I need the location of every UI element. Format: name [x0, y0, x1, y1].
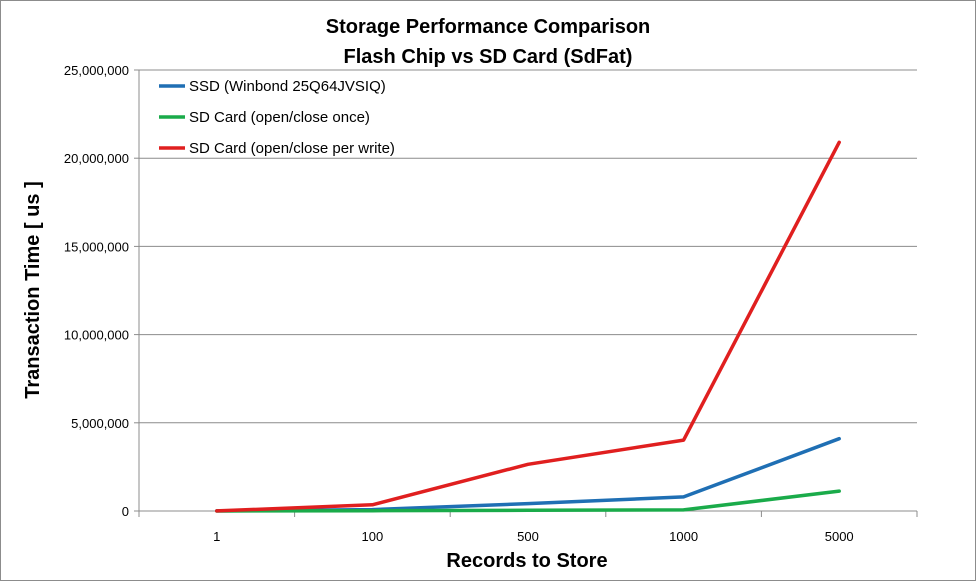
- x-axis-title: Records to Store: [446, 550, 607, 572]
- series-line-1: [215, 436, 841, 513]
- y-tick-label: 15,000,000: [64, 239, 129, 254]
- legend: SSD (Winbond 25Q64JVSIQ) SD Card (open/cl…: [159, 78, 395, 157]
- chart-subtitle: Flash Chip vs SD Card (SdFat): [344, 46, 633, 68]
- x-tick-label: 5000: [825, 529, 854, 544]
- x-tick-label: 500: [517, 529, 539, 544]
- x-tick-label: 1000: [669, 529, 698, 544]
- series-lines: [215, 140, 841, 513]
- y-tick-labels: 0 5,000,000 10,000,000 15,000,000 20,000,000…: [64, 63, 129, 519]
- legend-label-1: SSD (Winbond 25Q64JVSIQ): [189, 78, 386, 95]
- x-tick-label: 1: [213, 529, 220, 544]
- legend-label-2: SD Card (open/close once): [189, 109, 370, 126]
- chart-title: Storage Performance Comparison: [326, 16, 651, 38]
- series-line-2: [215, 489, 841, 513]
- axes: [134, 69, 918, 517]
- x-tick-label: 100: [362, 529, 384, 544]
- series-line-3: [215, 140, 841, 513]
- x-tick-labels: 1 100 500 1000 5000: [213, 529, 853, 544]
- y-tick-label: 10,000,000: [64, 328, 129, 343]
- y-axis-title: Transaction Time [ us ]: [22, 181, 44, 398]
- legend-label-3: SD Card (open/close per write): [189, 140, 395, 157]
- y-tick-label: 0: [122, 504, 129, 519]
- gridlines: [139, 69, 917, 424]
- y-tick-label: 20,000,000: [64, 151, 129, 166]
- y-tick-label: 25,000,000: [64, 63, 129, 78]
- y-tick-label: 5,000,000: [71, 416, 129, 431]
